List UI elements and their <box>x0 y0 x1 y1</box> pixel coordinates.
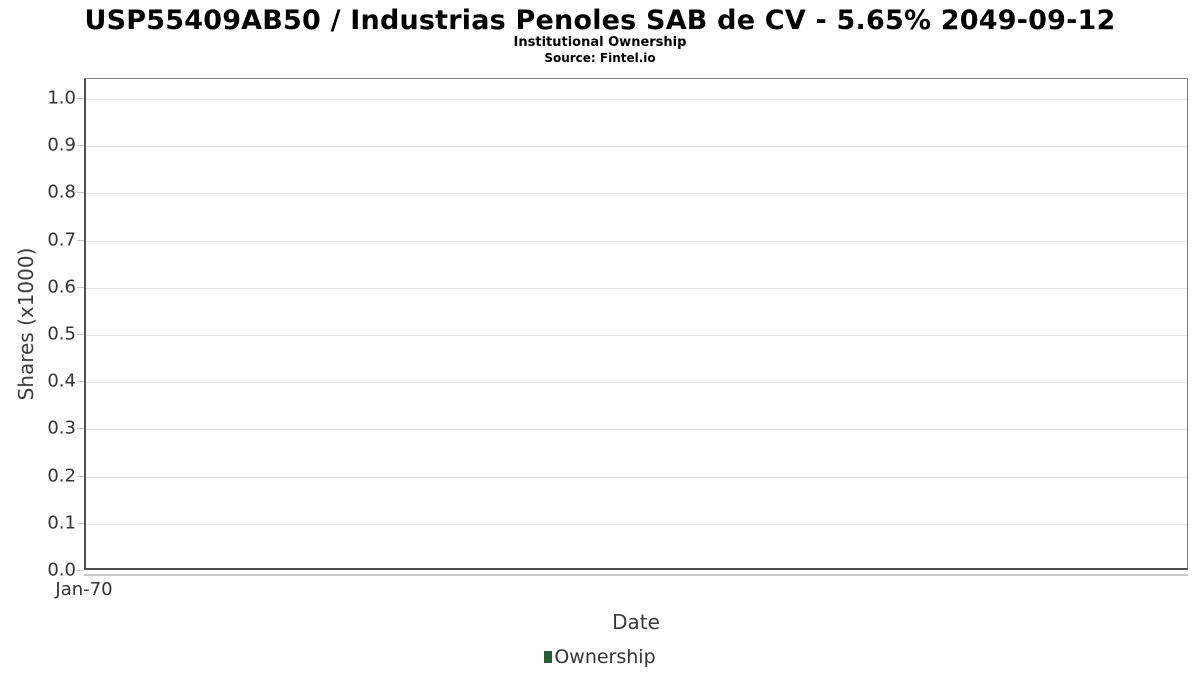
gridline <box>86 429 1187 431</box>
y-tick-label: 0.2 <box>47 465 76 487</box>
y-tick-mark <box>77 239 84 241</box>
gridline <box>86 335 1187 336</box>
y-tick-mark <box>77 334 84 335</box>
y-tick-label: 0.3 <box>47 417 76 439</box>
y-tick-mark <box>77 522 84 524</box>
y-tick-label: 0.9 <box>47 134 76 156</box>
gridline <box>86 287 1187 289</box>
y-tick-mark <box>77 381 84 383</box>
gridline <box>86 476 1187 478</box>
chart-title: USP55409AB50 / Industrias Penoles SAB de… <box>84 5 1116 36</box>
y-tick-label: 0.1 <box>47 512 76 534</box>
chart-subtitle: Institutional Ownership <box>513 35 687 50</box>
gridline <box>86 99 1187 100</box>
gridline <box>86 523 1187 525</box>
y-tick-label: 0.6 <box>47 276 76 298</box>
x-axis-line <box>84 574 1188 576</box>
x-axis-title: Date <box>612 610 660 634</box>
gridline <box>86 240 1187 242</box>
plot-area <box>84 78 1188 570</box>
legend-series-marker-icon <box>544 651 553 663</box>
y-tick-mark <box>77 286 84 288</box>
x-tick-label: Jan-70 <box>55 579 113 600</box>
y-tick-label: 0.7 <box>47 229 76 251</box>
y-tick-label: 1.0 <box>47 87 76 109</box>
chart-source: Source: Fintel.io <box>544 51 656 65</box>
y-tick-label: 0.0 <box>47 559 76 581</box>
y-tick-mark <box>77 98 84 99</box>
legend: Ownership <box>0 646 1200 668</box>
y-tick-label: 0.8 <box>47 181 76 203</box>
legend-series-label: Ownership <box>554 646 656 668</box>
y-tick-mark <box>77 145 84 147</box>
y-tick-label: 0.4 <box>47 370 76 392</box>
y-tick-mark <box>77 570 84 571</box>
y-tick-mark <box>77 428 84 430</box>
gridline <box>86 193 1187 195</box>
y-axis-title: Shares (x1000) <box>14 247 38 401</box>
y-tick-mark <box>77 192 84 194</box>
y-tick-mark <box>77 475 84 477</box>
gridline <box>86 146 1187 148</box>
y-tick-label: 0.5 <box>47 323 76 345</box>
gridline <box>86 382 1187 384</box>
